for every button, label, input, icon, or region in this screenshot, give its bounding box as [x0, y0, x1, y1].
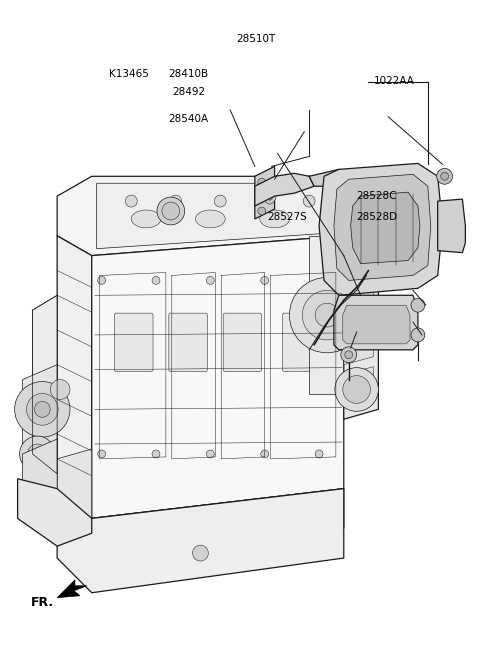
- Polygon shape: [344, 287, 373, 325]
- Text: 28527S: 28527S: [267, 212, 307, 222]
- Text: 28492: 28492: [172, 87, 205, 97]
- Circle shape: [214, 195, 226, 207]
- Circle shape: [302, 290, 352, 340]
- Ellipse shape: [260, 210, 289, 228]
- Circle shape: [437, 168, 453, 184]
- Polygon shape: [438, 199, 466, 253]
- Polygon shape: [57, 489, 344, 563]
- Circle shape: [206, 450, 214, 458]
- Polygon shape: [343, 306, 410, 344]
- Polygon shape: [57, 176, 344, 256]
- Circle shape: [170, 195, 182, 207]
- Circle shape: [261, 277, 269, 284]
- Text: 28410B: 28410B: [168, 69, 209, 79]
- Circle shape: [157, 197, 185, 225]
- Text: FR.: FR.: [30, 596, 54, 609]
- Circle shape: [206, 277, 214, 284]
- Circle shape: [315, 450, 323, 458]
- Polygon shape: [344, 248, 373, 285]
- Text: 28510T: 28510T: [236, 34, 276, 45]
- Circle shape: [441, 172, 448, 180]
- Polygon shape: [33, 295, 57, 474]
- Polygon shape: [57, 489, 344, 593]
- Polygon shape: [319, 164, 443, 295]
- Circle shape: [411, 328, 425, 342]
- Polygon shape: [23, 365, 57, 474]
- Polygon shape: [96, 183, 334, 249]
- Circle shape: [97, 277, 106, 284]
- Polygon shape: [255, 173, 314, 206]
- Circle shape: [35, 401, 50, 417]
- Ellipse shape: [195, 210, 225, 228]
- Circle shape: [192, 545, 208, 561]
- Circle shape: [259, 195, 271, 207]
- Circle shape: [125, 195, 137, 207]
- Polygon shape: [344, 367, 373, 404]
- Polygon shape: [334, 174, 431, 281]
- Circle shape: [289, 277, 364, 353]
- Ellipse shape: [263, 182, 276, 204]
- Polygon shape: [23, 439, 57, 503]
- Text: 28540A: 28540A: [168, 114, 208, 124]
- Circle shape: [152, 450, 160, 458]
- Polygon shape: [344, 226, 378, 419]
- Circle shape: [26, 394, 58, 425]
- Polygon shape: [57, 580, 87, 598]
- Polygon shape: [351, 192, 420, 263]
- Polygon shape: [57, 449, 92, 528]
- Circle shape: [345, 351, 353, 359]
- Circle shape: [27, 444, 47, 464]
- Text: 28528C: 28528C: [357, 191, 397, 201]
- Circle shape: [152, 277, 160, 284]
- Polygon shape: [57, 236, 92, 518]
- Circle shape: [14, 382, 70, 437]
- FancyBboxPatch shape: [114, 313, 153, 372]
- Ellipse shape: [131, 210, 161, 228]
- Polygon shape: [92, 236, 344, 518]
- Polygon shape: [334, 295, 418, 350]
- Polygon shape: [255, 166, 275, 219]
- Polygon shape: [309, 236, 344, 394]
- Text: 1022AA: 1022AA: [373, 76, 414, 86]
- Polygon shape: [339, 238, 378, 281]
- Circle shape: [315, 304, 339, 327]
- Circle shape: [335, 368, 378, 411]
- Circle shape: [343, 376, 371, 403]
- Circle shape: [258, 178, 266, 186]
- Circle shape: [97, 450, 106, 458]
- Circle shape: [411, 298, 425, 312]
- FancyBboxPatch shape: [169, 313, 207, 372]
- Polygon shape: [344, 327, 373, 365]
- Text: 28528D: 28528D: [357, 212, 398, 222]
- Ellipse shape: [266, 186, 274, 200]
- Circle shape: [162, 202, 180, 220]
- Circle shape: [303, 195, 315, 207]
- Circle shape: [315, 277, 323, 284]
- FancyBboxPatch shape: [283, 313, 321, 372]
- Circle shape: [50, 380, 70, 399]
- Circle shape: [20, 436, 55, 472]
- Polygon shape: [18, 479, 92, 546]
- FancyBboxPatch shape: [223, 313, 262, 372]
- Polygon shape: [309, 170, 349, 186]
- Circle shape: [341, 347, 357, 363]
- Circle shape: [258, 207, 266, 215]
- Circle shape: [261, 450, 269, 458]
- Text: K13465: K13465: [109, 69, 149, 79]
